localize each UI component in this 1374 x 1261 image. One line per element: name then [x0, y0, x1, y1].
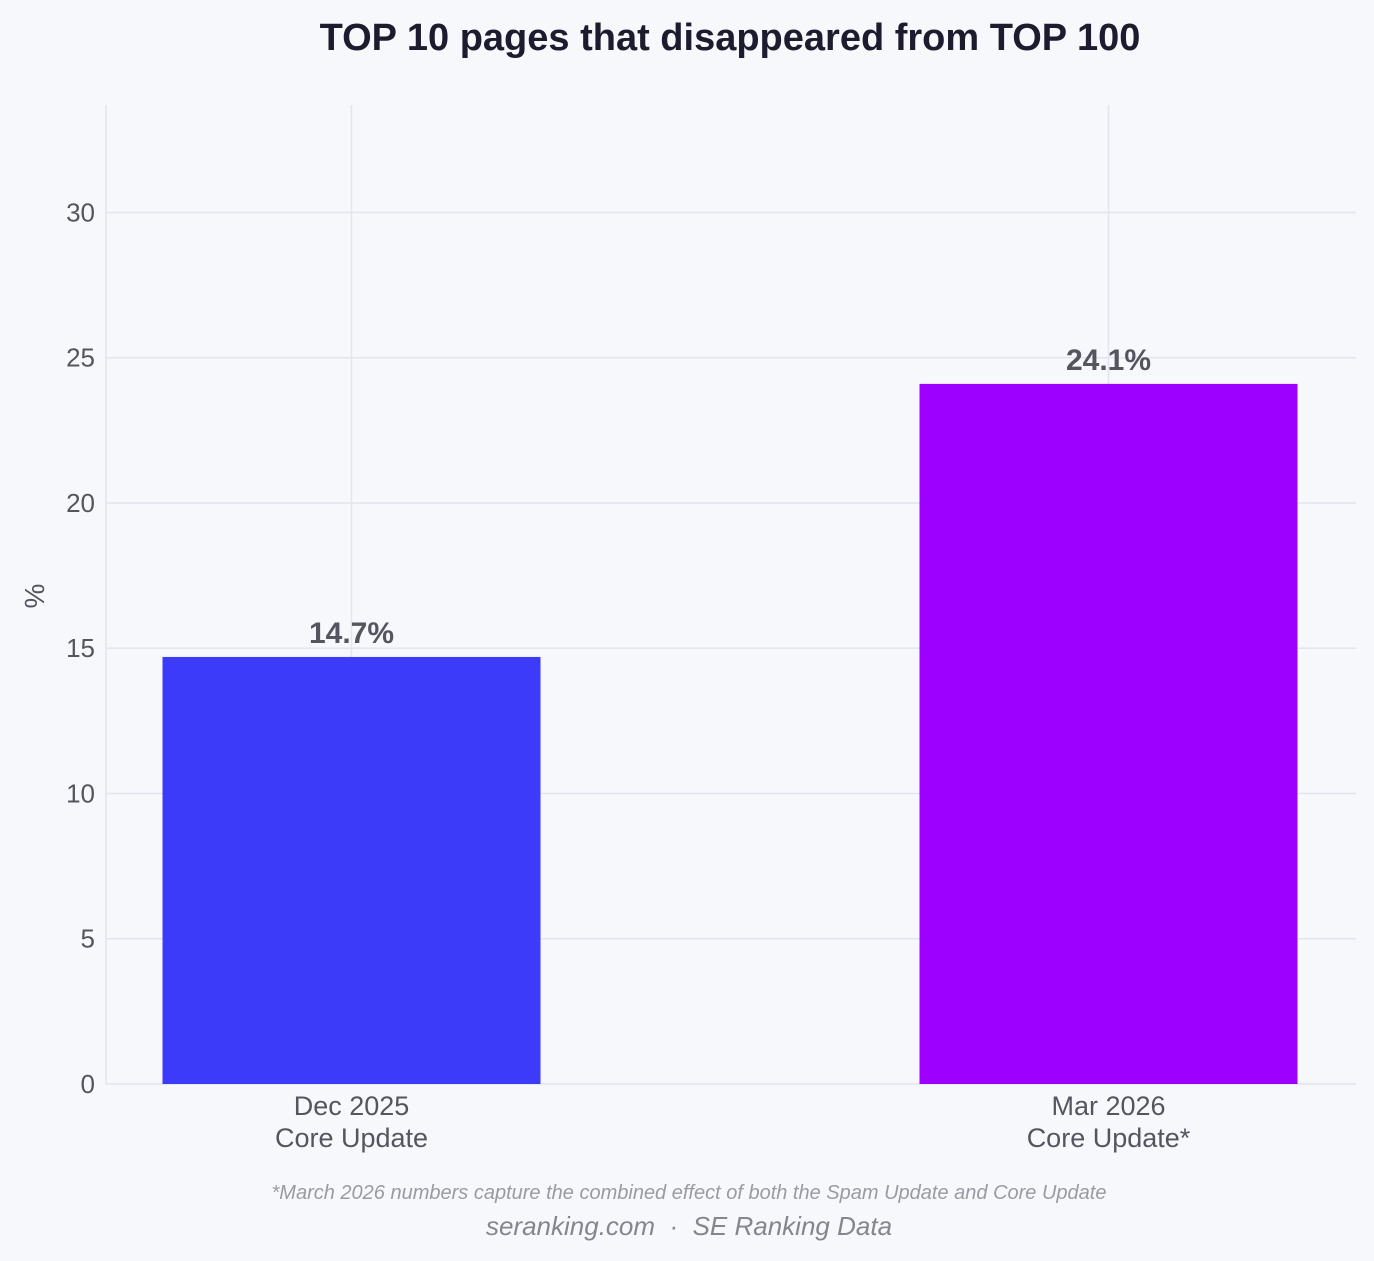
x-tick-label: Dec 2025 — [294, 1091, 410, 1121]
data-label: 14.7% — [309, 617, 394, 650]
bar — [162, 656, 541, 1084]
y-tick-label: 25 — [66, 343, 95, 373]
x-tick-label: Core Update — [275, 1123, 428, 1153]
data-label: 24.1% — [1066, 344, 1151, 377]
bar — [919, 383, 1298, 1084]
y-tick-label: 20 — [66, 488, 95, 518]
y-axis-label: % — [19, 584, 50, 609]
y-tick-label: 0 — [81, 1069, 95, 1099]
y-tick-label: 30 — [66, 197, 95, 227]
x-tick-label: Mar 2026 — [1051, 1091, 1165, 1121]
x-tick-label: Core Update* — [1027, 1123, 1191, 1153]
chart-title: TOP 10 pages that disappeared from TOP 1… — [320, 17, 1141, 59]
y-tick-label: 15 — [66, 633, 95, 663]
y-tick-label: 10 — [66, 778, 95, 808]
footnote: *March 2026 numbers capture the combined… — [272, 1182, 1107, 1204]
y-tick-label: 5 — [81, 924, 95, 954]
source-credit: seranking.com · SE Ranking Data — [486, 1211, 892, 1241]
bars — [162, 383, 1298, 1084]
